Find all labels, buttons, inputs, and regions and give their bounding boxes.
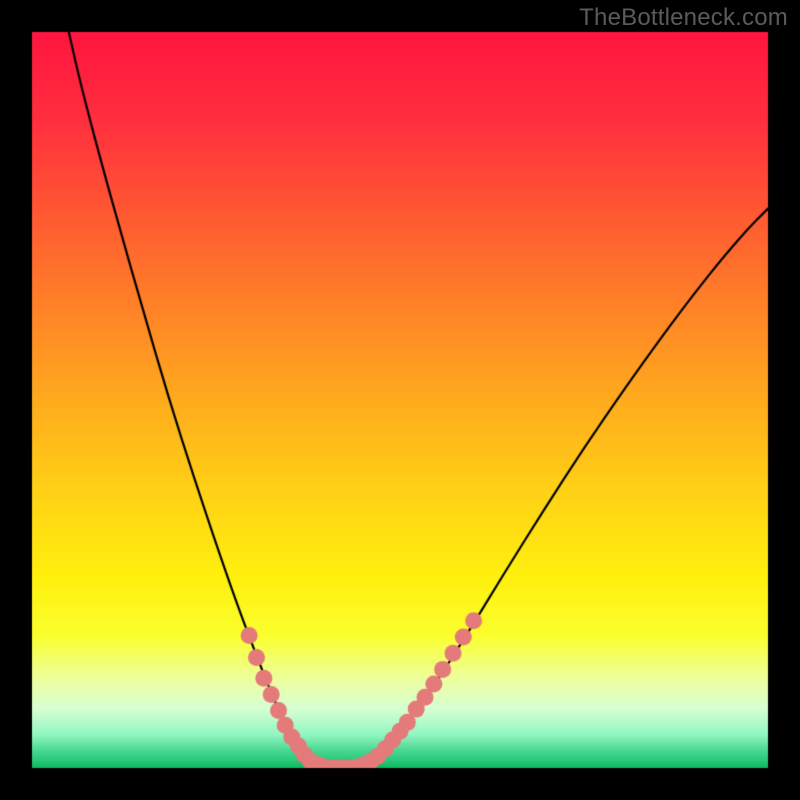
chart-frame: TheBottleneck.com (0, 0, 800, 800)
watermark-label: TheBottleneck.com (579, 4, 788, 32)
chart-canvas (0, 0, 800, 800)
